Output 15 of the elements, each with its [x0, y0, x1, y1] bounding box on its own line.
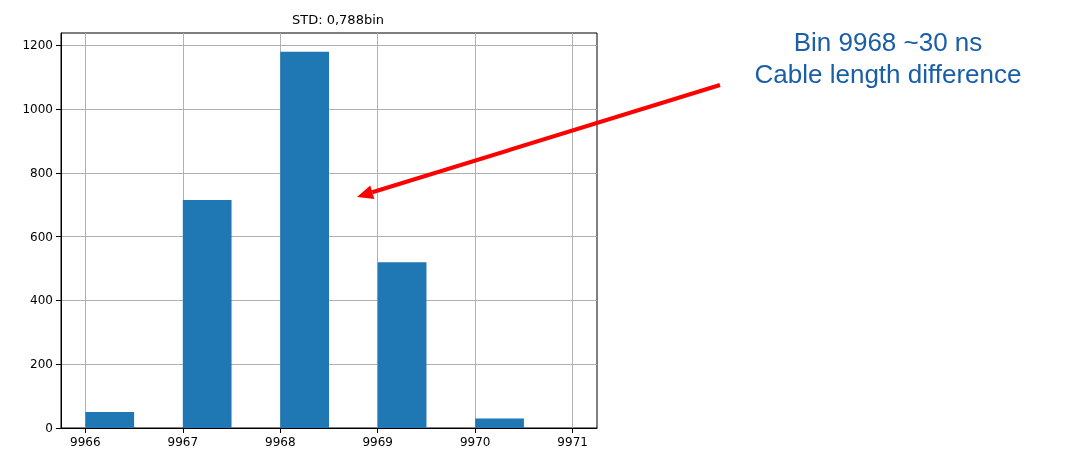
- y-tick-label: 400: [30, 293, 53, 308]
- y-tick-label: 0: [45, 421, 53, 435]
- x-tick-label: 9970: [459, 435, 491, 449]
- y-tick-label: 800: [30, 165, 53, 180]
- x-tick-label: 9966: [70, 435, 101, 449]
- text: Bin 9968 ~30 ns Cable length difference: [753, 26, 1023, 90]
- y-tick-label: 1000: [22, 102, 53, 117]
- y-tick-label: 600: [30, 229, 53, 244]
- x-tick-label: 9971: [557, 435, 588, 449]
- y-tick-label: 1200: [22, 38, 53, 53]
- x-tick-label: 9968: [265, 435, 296, 449]
- x-tick-label: 9967: [167, 435, 199, 449]
- x-tick-label: 9969: [362, 435, 393, 449]
- y-tick-label: 200: [30, 357, 53, 372]
- chart-title: STD: 0,788bin: [291, 12, 385, 27]
